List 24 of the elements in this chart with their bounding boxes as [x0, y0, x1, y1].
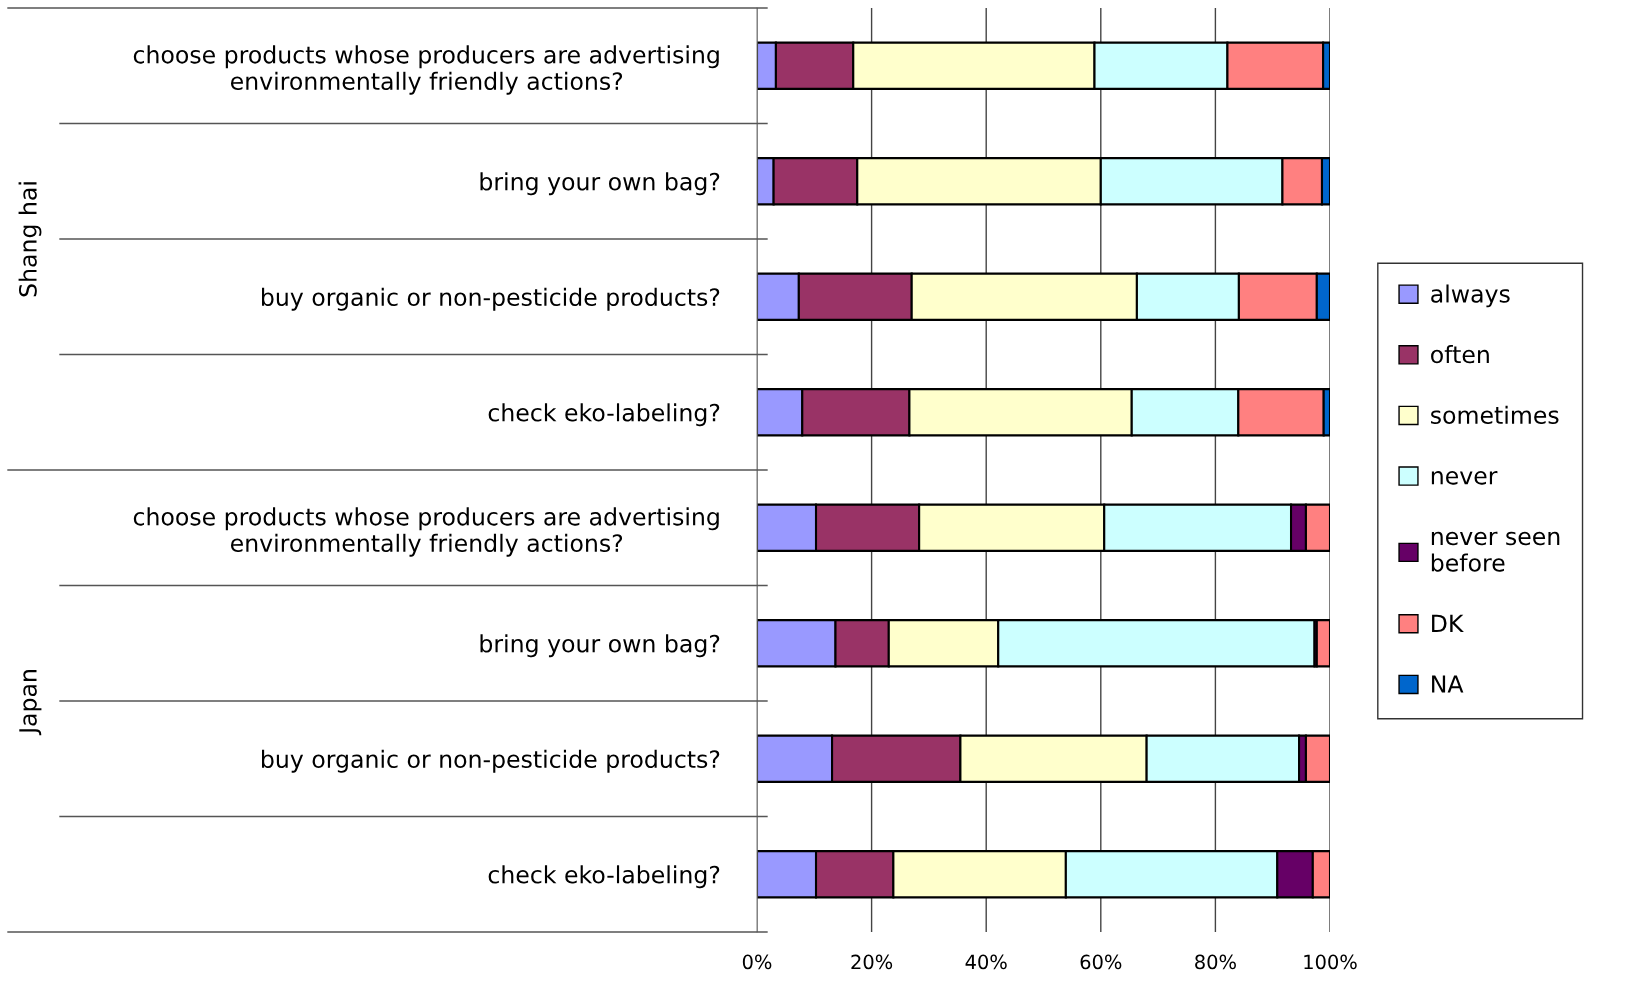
- y-tick-label: check eko-labeling?: [488, 865, 720, 889]
- y-tick-label: bring your own bag?: [480, 172, 720, 196]
- y-tick-label: check eko-labeling?: [488, 403, 720, 427]
- legend-label: sometimes: [1431, 405, 1559, 424]
- x-tick-label: 80%: [1195, 954, 1236, 970]
- legend-label: always: [1431, 284, 1510, 308]
- y-tick-label: choose products whose producers are advertising environmentally friendly actions?: [133, 507, 719, 557]
- legend-label: DK: [1432, 614, 1464, 632]
- x-tick-label: 60%: [1080, 954, 1122, 970]
- x-tick-label: 20%: [851, 954, 893, 970]
- x-tick-label: 0%: [742, 954, 772, 970]
- y-tick-label: bring your own bag?: [480, 634, 720, 658]
- x-tick-label: 100%: [1304, 954, 1357, 970]
- y-tick-label: buy organic or non-pesticide products?: [262, 287, 720, 311]
- legend-label: often: [1431, 345, 1489, 364]
- text: Japan: [19, 670, 42, 736]
- x-tick-label: 40%: [965, 954, 1007, 970]
- y-tick-label: choose products whose producers are advertising environmentally friendly actions?: [133, 45, 719, 95]
- bar: [1315, 619, 1330, 668]
- text: Shang hai: [18, 182, 42, 297]
- legend-label: NA: [1432, 675, 1464, 693]
- legend-label: never seen before: [1431, 531, 1560, 572]
- y-tick-label: buy organic or non-pesticide products?: [262, 749, 720, 773]
- legend-label: never: [1431, 471, 1498, 485]
